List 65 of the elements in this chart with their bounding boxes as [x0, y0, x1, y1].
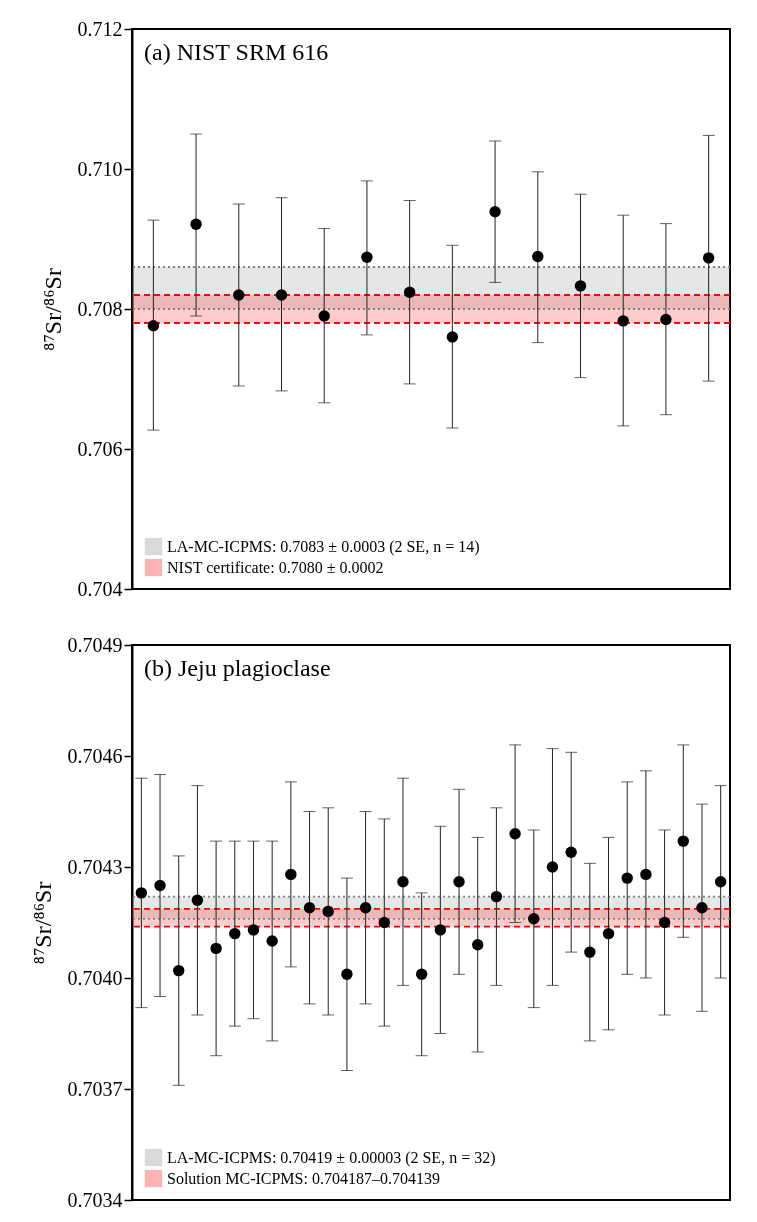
point — [275, 289, 288, 301]
point — [532, 250, 544, 263]
point — [677, 835, 689, 847]
point — [210, 942, 222, 955]
point — [191, 894, 204, 906]
point — [318, 310, 330, 322]
point — [397, 876, 409, 888]
y-tick-label: 0.706 — [77, 437, 123, 460]
point — [341, 968, 353, 980]
point — [378, 916, 390, 929]
point — [285, 868, 297, 881]
point — [247, 924, 260, 936]
point — [528, 913, 540, 925]
chart-title: (a) NIST SRM 616 — [144, 39, 329, 65]
point — [359, 902, 372, 914]
point — [574, 280, 587, 292]
point — [453, 876, 465, 888]
point — [446, 331, 459, 343]
y-tick-label: 0.7037 — [67, 1077, 123, 1100]
point — [617, 315, 629, 327]
point — [415, 968, 428, 980]
point — [509, 828, 521, 840]
point — [489, 206, 501, 218]
point — [490, 890, 503, 903]
legend-label: LA-MC-ICPMS: 0.70419 ± 0.00003 (2 SE, n = 32) — [167, 1148, 496, 1167]
point — [714, 876, 727, 888]
y-tick-label: 0.7049 — [67, 633, 123, 656]
y-tick-label: 0.7040 — [67, 966, 123, 989]
point — [173, 964, 185, 977]
point — [303, 902, 316, 914]
legend-label: Solution MC-ICPMS: 0.704187–0.704139 — [167, 1169, 440, 1187]
legend-label: LA-MC-ICPMS: 0.7083 ± 0.0003 (2 SE, n = 14) — [167, 537, 480, 556]
legend-label: NIST certificate: 0.7080 ± 0.0002 — [167, 558, 384, 576]
point — [229, 927, 241, 940]
point — [266, 935, 278, 947]
y-tick-label: 0.712 — [77, 17, 123, 40]
y-tick-label: 0.7046 — [67, 744, 123, 767]
point — [322, 905, 334, 918]
point — [190, 218, 202, 230]
y-tick-label: 0.7043 — [67, 855, 123, 878]
y-tick-label: 0.704 — [77, 577, 123, 600]
point — [403, 286, 416, 298]
point — [233, 289, 245, 301]
point — [135, 887, 148, 899]
point — [640, 868, 652, 881]
point — [434, 924, 447, 936]
point — [696, 902, 708, 914]
point — [602, 927, 615, 940]
point — [546, 861, 559, 873]
point — [660, 313, 672, 326]
chart-title: (b) Jeju plagioclase — [144, 655, 331, 681]
point — [472, 939, 484, 951]
y-tick-label: 0.710 — [77, 157, 123, 180]
y-axis-title: ⁸⁷Sr/⁸⁶Sr — [29, 881, 56, 965]
point — [702, 252, 715, 264]
point — [147, 320, 160, 332]
y-tick-label: 0.7034 — [67, 1188, 123, 1211]
point — [154, 879, 166, 892]
y-tick-label: 0.708 — [77, 297, 123, 320]
point — [565, 846, 577, 858]
point — [658, 916, 671, 929]
point — [361, 251, 373, 263]
point — [621, 872, 633, 884]
y-axis-title: ⁸⁷Sr/⁸⁶Sr — [39, 268, 66, 351]
point — [584, 946, 596, 958]
